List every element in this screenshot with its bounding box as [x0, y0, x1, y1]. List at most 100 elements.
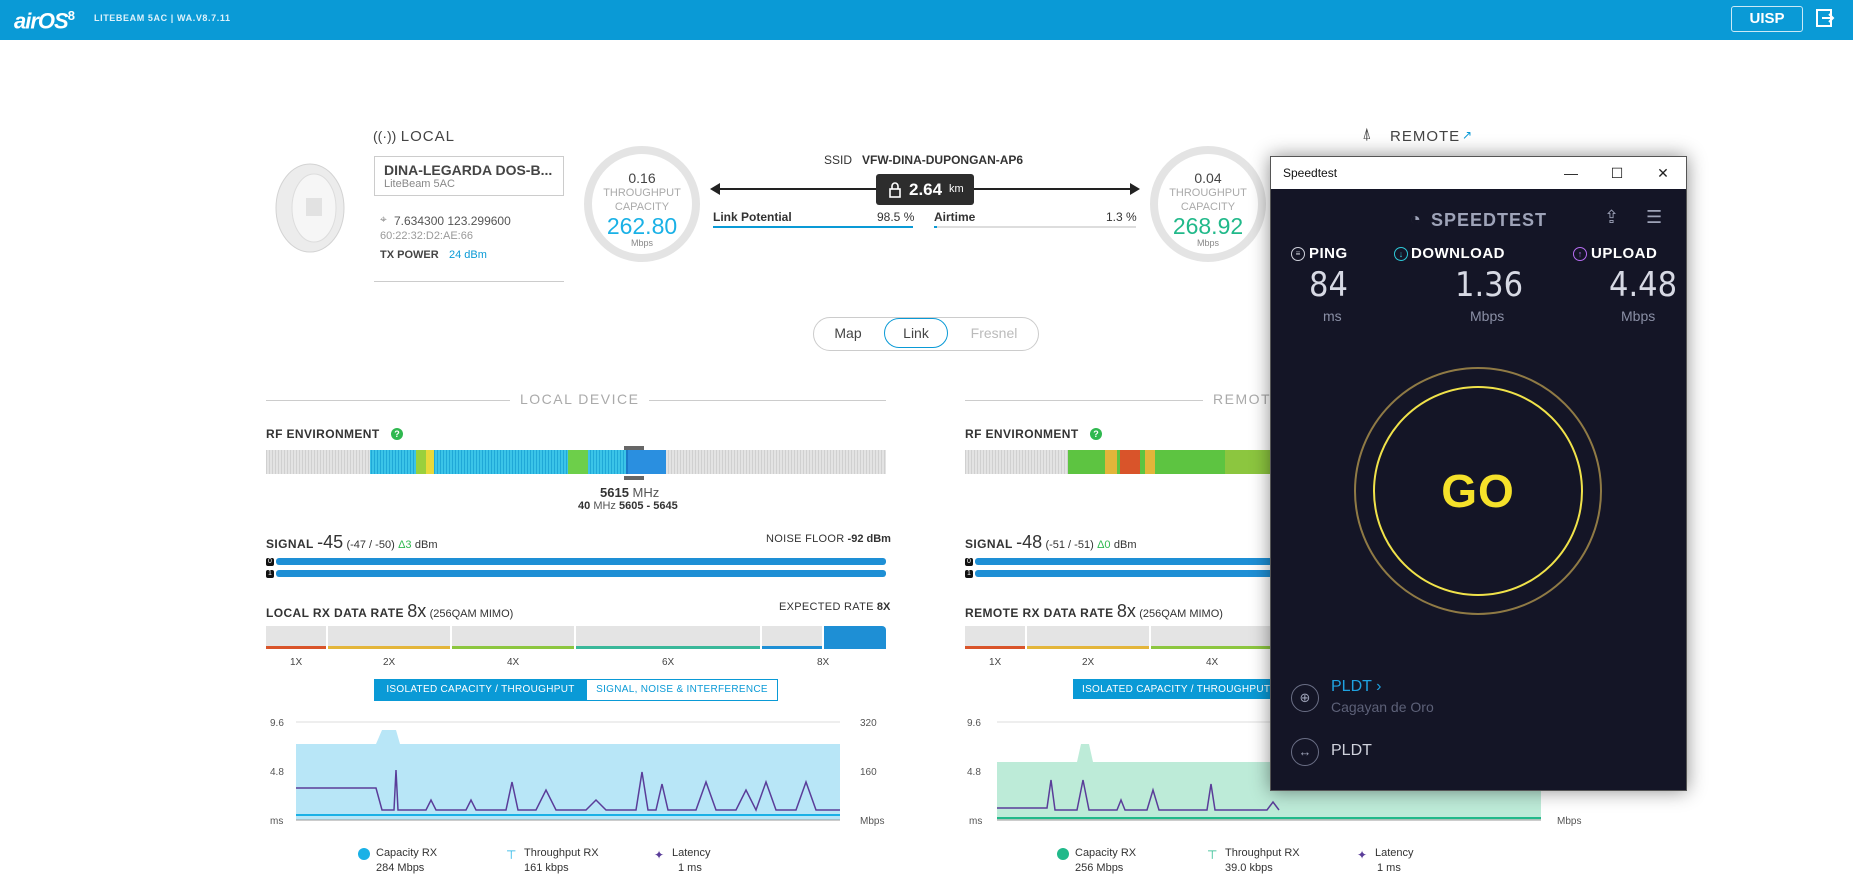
- legend-value: 1 ms: [678, 862, 702, 874]
- gauge-unit: Mbps: [1196, 238, 1219, 248]
- help-icon[interactable]: ?: [391, 428, 403, 440]
- local-rate-track: [266, 626, 886, 649]
- chain-1-icon: 1: [266, 570, 274, 578]
- tab-link[interactable]: Link: [884, 318, 948, 348]
- tab-map[interactable]: Map: [834, 325, 862, 341]
- server-icon: ↔: [1291, 738, 1319, 766]
- remote-throughput-gauge: 0.04 THROUGHPUT CAPACITY 268.92 Mbps: [1150, 146, 1266, 262]
- airos-logo[interactable]: airOS8: [14, 8, 75, 34]
- remote-signal: SIGNAL -48 (-51 / -51) Δ0 dBm: [965, 532, 1137, 552]
- share-icon[interactable]: ⇪: [1604, 207, 1620, 227]
- legend-value: 256 Mbps: [1075, 862, 1124, 874]
- legend-label: Capacity RX: [376, 847, 438, 859]
- isp-location: Cagayan de Oro: [1331, 699, 1434, 715]
- close-icon[interactable]: ✕: [1657, 165, 1669, 181]
- rf-environment-label: RF ENVIRONMENT: [965, 427, 1079, 441]
- divider: [374, 281, 564, 282]
- latency-legend-icon: ✦: [1357, 848, 1368, 862]
- chevron-right-icon: ›: [1376, 678, 1382, 695]
- local-device-box[interactable]: [374, 156, 564, 196]
- location-pin-icon: ⌖: [380, 212, 387, 226]
- isp-name[interactable]: PLDT ›: [1331, 678, 1382, 695]
- globe-icon: ⊕: [1291, 684, 1319, 712]
- window-title: Speedtest: [1283, 166, 1338, 180]
- y-axis-tick: 4.8: [967, 767, 981, 778]
- tab-fresnel[interactable]: Fresnel: [970, 325, 1018, 341]
- signal-noise-button[interactable]: SIGNAL, NOISE & INTERFERENCE: [586, 679, 778, 701]
- tower-icon: ⍋: [1362, 126, 1372, 143]
- latency-legend-icon: ✦: [654, 848, 665, 862]
- upload-unit: Mbps: [1621, 308, 1656, 324]
- server-name[interactable]: PLDT: [1331, 742, 1372, 759]
- distance-unit: km: [949, 183, 964, 195]
- rate-tick: 2X: [383, 657, 396, 668]
- capacity-legend-dot: [1057, 848, 1069, 860]
- uisp-button[interactable]: UISP: [1731, 6, 1803, 32]
- local-title: ((·)) LOCAL: [373, 128, 455, 146]
- gauge-value: 262.80: [606, 213, 678, 239]
- download-value: 1.36: [1455, 265, 1524, 305]
- ping-icon: ≡: [1291, 247, 1305, 261]
- upload-label: UPLOAD: [1591, 245, 1658, 262]
- chain-0-icon: 0: [266, 558, 274, 566]
- signal-chain-1-bar: [276, 570, 886, 577]
- y-axis-unit: Mbps: [860, 816, 885, 827]
- remote-rf-spectrum: [965, 450, 1275, 474]
- ping-value: 84: [1309, 265, 1348, 305]
- logout-icon[interactable]: [1815, 8, 1835, 28]
- channel-marker: [624, 446, 644, 450]
- y-axis-tick: 9.6: [967, 718, 981, 729]
- device-image: [275, 163, 345, 253]
- isolated-capacity-button[interactable]: ISOLATED CAPACITY / THROUGHPUT: [1073, 679, 1275, 699]
- rate-tick: 4X: [1206, 657, 1219, 668]
- minimize-icon[interactable]: —: [1564, 165, 1578, 181]
- local-coordinates: 7.634300 123.299600: [394, 214, 511, 228]
- chain-1-icon: 1: [965, 570, 973, 578]
- external-link-icon[interactable]: ↗: [1462, 128, 1473, 142]
- local-rf-spectrum: [266, 450, 886, 474]
- throughput-legend-icon: ⊤: [1207, 848, 1218, 862]
- y-axis-unit: ms: [969, 816, 983, 827]
- airtime-bar-fill: [934, 226, 937, 228]
- speedtest-brand: SPEEDTEST: [1431, 210, 1548, 230]
- local-signal: SIGNAL -45 (-47 / -50) Δ3 dBm: [266, 532, 438, 552]
- local-title-text: LOCAL: [400, 128, 455, 145]
- gauge-label: THROUGHPUT: [1169, 187, 1247, 199]
- signal-chain-1-bar: [975, 570, 1275, 577]
- expected-rate: EXPECTED RATE 8X: [779, 601, 891, 613]
- local-device-model: LiteBeam 5AC: [384, 178, 455, 190]
- legend-value: 39.0 kbps: [1225, 862, 1273, 874]
- legend-value: 284 Mbps: [376, 862, 425, 874]
- legend-value: 1 ms: [1377, 862, 1401, 874]
- speedtest-titlebar[interactable]: Speedtest — ☐ ✕: [1271, 157, 1686, 189]
- distance-value: 2.64: [909, 180, 943, 199]
- legend-label: Capacity RX: [1075, 847, 1137, 859]
- isolated-capacity-button[interactable]: ISOLATED CAPACITY / THROUGHPUT: [374, 679, 587, 701]
- go-button[interactable]: [1373, 386, 1583, 596]
- gauge-top-value: 0.16: [628, 170, 656, 186]
- local-device-title: LOCAL DEVICE: [510, 391, 650, 407]
- legend-value: 161 kbps: [524, 862, 569, 874]
- help-icon[interactable]: ?: [1090, 428, 1102, 440]
- settings-icon[interactable]: ☰: [1646, 207, 1663, 227]
- go-button-label[interactable]: GO: [1441, 465, 1515, 517]
- remote-rx-rate: REMOTE RX DATA RATE 8x (256QAM MIMO): [965, 601, 1223, 621]
- remote-device-title: REMOTE: [1203, 391, 1292, 407]
- txpower-label: TX POWER: [380, 249, 439, 261]
- legend-label: Latency: [1375, 847, 1414, 859]
- remote-rate-track: [965, 626, 1275, 649]
- maximize-icon[interactable]: ☐: [1610, 165, 1624, 181]
- y-axis-unit: Mbps: [1557, 816, 1582, 827]
- local-mac: 60:22:32:D2:AE:66: [380, 230, 473, 242]
- y-axis-tick: 9.6: [270, 718, 284, 729]
- device-firmware: LITEBEAM 5AC | WA.V8.7.11: [94, 13, 231, 23]
- distance-badge: 2.64 km: [876, 174, 974, 205]
- gauge-label: CAPACITY: [614, 201, 670, 213]
- local-capacity-chart: [296, 721, 840, 821]
- channel-marker: [624, 476, 644, 480]
- chain-0-icon: 0: [965, 558, 973, 566]
- top-bar: airOS8 LITEBEAM 5AC | WA.V8.7.11 UISP: [0, 0, 1853, 40]
- rate-tick: 8X: [817, 657, 830, 668]
- arrow-right-icon: [1130, 183, 1140, 195]
- section-divider: [965, 400, 1275, 401]
